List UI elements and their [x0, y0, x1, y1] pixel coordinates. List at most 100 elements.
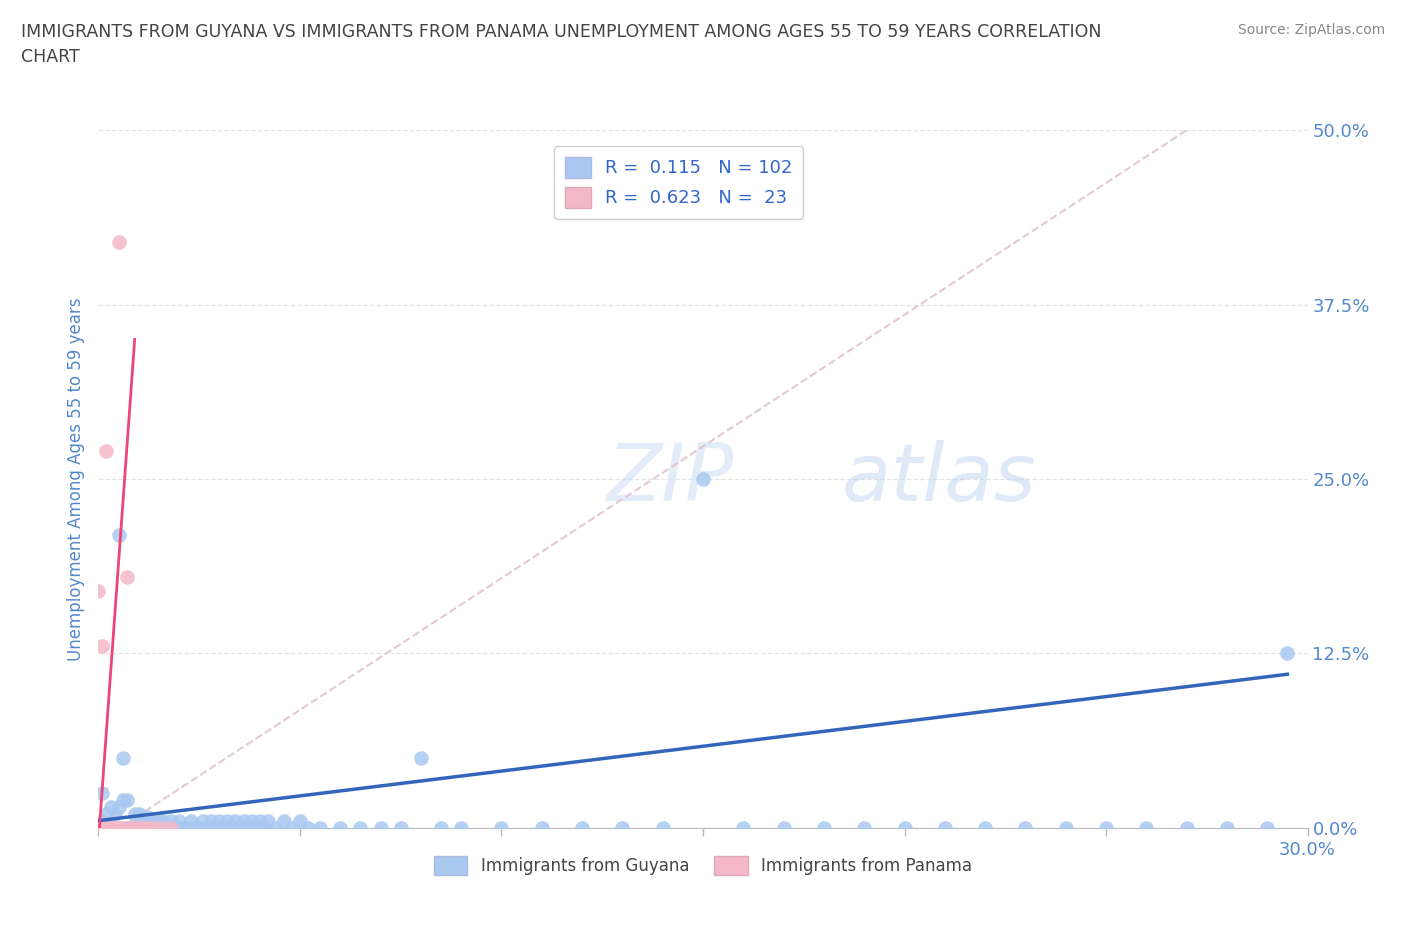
Point	[281, 820, 304, 835]
Point	[160, 820, 183, 835]
Point	[256, 813, 278, 829]
Point	[612, 820, 634, 835]
Point	[100, 820, 122, 835]
Point	[1054, 820, 1077, 835]
Point	[193, 813, 215, 829]
Point	[128, 820, 150, 835]
Point	[139, 820, 162, 835]
Point	[232, 813, 254, 829]
Point	[100, 800, 122, 815]
Point	[329, 820, 352, 835]
Point	[167, 820, 190, 835]
Point	[221, 820, 243, 835]
Point	[100, 820, 122, 835]
Point	[107, 234, 129, 249]
Point	[139, 813, 162, 829]
Point	[772, 820, 794, 835]
Point	[120, 820, 142, 835]
Point	[450, 820, 472, 835]
Legend: Immigrants from Guyana, Immigrants from Panama: Immigrants from Guyana, Immigrants from …	[427, 850, 979, 883]
Point	[288, 813, 311, 829]
Point	[128, 820, 150, 835]
Point	[107, 820, 129, 835]
Point	[107, 820, 129, 835]
Point	[160, 820, 183, 835]
Point	[148, 820, 170, 835]
Point	[91, 785, 114, 800]
Text: ZIP: ZIP	[606, 440, 734, 518]
Point	[143, 820, 166, 835]
Point	[107, 800, 129, 815]
Point	[571, 820, 593, 835]
Point	[87, 820, 110, 835]
Text: IMMIGRANTS FROM GUYANA VS IMMIGRANTS FROM PANAMA UNEMPLOYMENT AMONG AGES 55 TO 5: IMMIGRANTS FROM GUYANA VS IMMIGRANTS FRO…	[21, 23, 1101, 66]
Point	[100, 820, 122, 835]
Point	[107, 527, 129, 542]
Point	[934, 820, 956, 835]
Point	[1014, 820, 1036, 835]
Point	[91, 820, 114, 835]
Point	[115, 569, 138, 584]
Point	[111, 792, 134, 807]
Point	[132, 820, 155, 835]
Point	[103, 806, 125, 821]
Text: atlas: atlas	[842, 440, 1036, 518]
Point	[96, 820, 118, 835]
Point	[491, 820, 513, 835]
Point	[200, 813, 222, 829]
Point	[132, 820, 155, 835]
Point	[893, 820, 915, 835]
Point	[91, 639, 114, 654]
Point	[103, 820, 125, 835]
Point	[1135, 820, 1157, 835]
Point	[1175, 820, 1198, 835]
Point	[111, 751, 134, 765]
Text: Source: ZipAtlas.com: Source: ZipAtlas.com	[1237, 23, 1385, 37]
Point	[208, 813, 231, 829]
Point	[240, 813, 263, 829]
Point	[96, 806, 118, 821]
Point	[120, 820, 142, 835]
Point	[103, 820, 125, 835]
Point	[204, 820, 226, 835]
Point	[91, 813, 114, 829]
Point	[389, 820, 412, 835]
Point	[249, 813, 271, 829]
Point	[813, 820, 835, 835]
Point	[124, 820, 146, 835]
Point	[1216, 820, 1239, 835]
Point	[152, 813, 174, 829]
Point	[1256, 820, 1278, 835]
Point	[91, 820, 114, 835]
Point	[87, 820, 110, 835]
Point	[87, 820, 110, 835]
Point	[160, 813, 183, 829]
Point	[143, 820, 166, 835]
Point	[115, 792, 138, 807]
Point	[349, 820, 371, 835]
Point	[297, 820, 319, 835]
Point	[264, 820, 287, 835]
Point	[96, 444, 118, 458]
Point	[180, 813, 202, 829]
Point	[188, 820, 211, 835]
Point	[651, 820, 673, 835]
Point	[163, 820, 186, 835]
Point	[91, 820, 114, 835]
Point	[692, 472, 714, 486]
Point	[87, 583, 110, 598]
Point	[128, 806, 150, 821]
Point	[87, 820, 110, 835]
Point	[224, 813, 246, 829]
Point	[228, 820, 250, 835]
Point	[156, 820, 179, 835]
Point	[152, 820, 174, 835]
Point	[111, 820, 134, 835]
Point	[96, 820, 118, 835]
Point	[409, 751, 432, 765]
Point	[87, 820, 110, 835]
Point	[115, 820, 138, 835]
Point	[273, 813, 295, 829]
Point	[1277, 646, 1299, 661]
Point	[87, 820, 110, 835]
